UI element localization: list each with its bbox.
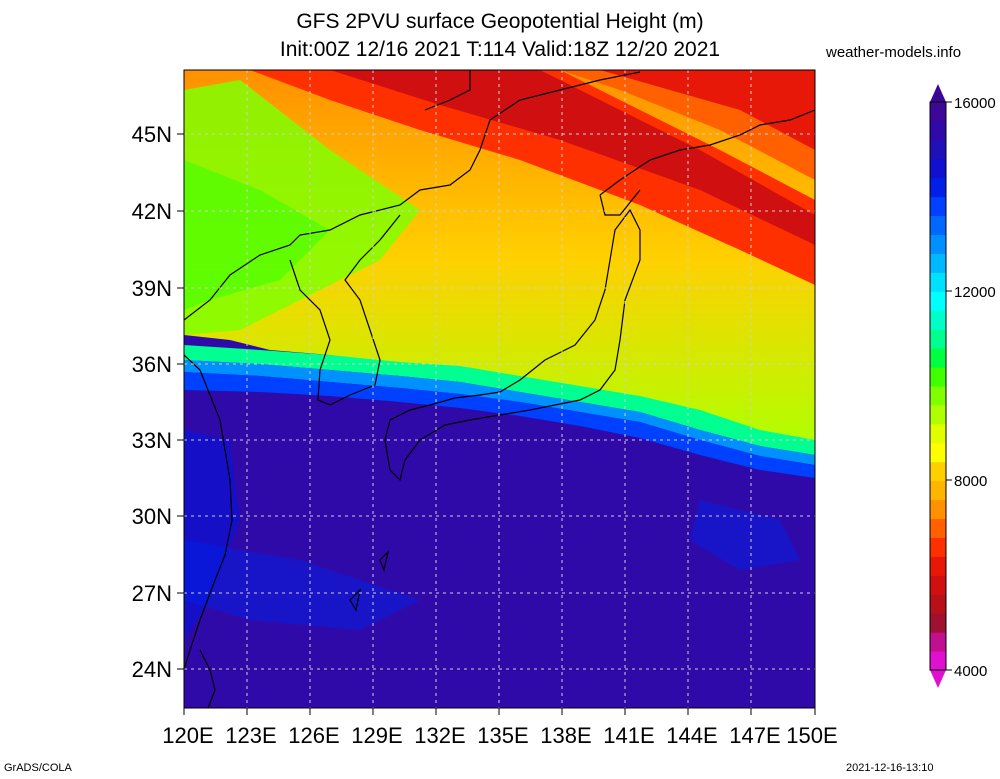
colorbar-cell [930, 291, 946, 311]
colorbar-label: 16000 [954, 95, 996, 112]
lon-label: 147E [729, 723, 780, 748]
footer-right: 2021-12-16-13:10 [846, 762, 934, 774]
colorbar-cell [930, 139, 946, 160]
colorbar-cell [930, 310, 946, 330]
lon-label: 120E [162, 723, 213, 748]
site-label: weather-models.info [826, 44, 962, 61]
colorbar-cell [930, 102, 946, 122]
colorbar-cell [930, 556, 946, 576]
colorbar-cell [930, 537, 946, 557]
lat-label: 33N [132, 428, 172, 453]
lon-label: 126E [288, 723, 339, 748]
colorbar-frame [929, 101, 947, 671]
grid-lines [184, 70, 815, 708]
lon-label: 123E [225, 723, 276, 748]
lat-label: 24N [132, 657, 172, 682]
lon-label: 132E [414, 723, 465, 748]
axis-ticks [177, 133, 816, 715]
lat-label: 30N [132, 504, 172, 529]
colorbar-top-arrow [930, 84, 946, 102]
lon-label: 141E [603, 723, 654, 748]
colorbar-cell [930, 367, 946, 387]
colorbar-cell [930, 518, 946, 538]
lon-label: 129E [351, 723, 402, 748]
colorbar-cell [930, 158, 946, 179]
colorbar-cell [930, 651, 946, 671]
colorbar-cell [930, 215, 946, 236]
colorbar-label: 8000 [954, 473, 987, 490]
lat-label: 42N [132, 199, 172, 224]
colorbar-cell [930, 348, 946, 368]
colorbar-cell [930, 594, 946, 614]
colorbar-cell [930, 461, 946, 482]
colorbar-cell [930, 177, 946, 198]
colorbar-cell [930, 404, 946, 425]
colorbar-bottom-arrow [930, 670, 946, 688]
colorbar-cell [930, 613, 946, 633]
height-field [184, 70, 815, 708]
colorbar-cell [930, 120, 946, 141]
colorbar-cell [930, 480, 946, 501]
lat-label: 45N [132, 122, 172, 147]
colorbar-cell [930, 253, 946, 273]
lat-label: 39N [132, 276, 172, 301]
footer-left: GrADS/COLA [4, 762, 72, 774]
colorbar: 16000 12000 8000 4000 [929, 84, 996, 688]
colorbar-cell [930, 499, 946, 520]
colorbar-label: 12000 [954, 284, 996, 301]
coastlines [184, 70, 815, 708]
map-subtitle: Init:00Z 12/16 2021 T:114 Valid:18Z 12/2… [279, 38, 721, 61]
colorbar-cell [930, 386, 946, 406]
colorbar-cell [930, 442, 946, 463]
lon-label: 135E [477, 723, 528, 748]
colorbar-cell [930, 575, 946, 595]
colorbar-label: 4000 [954, 663, 987, 680]
lon-label: 150E [786, 723, 837, 748]
lon-label: 144E [666, 723, 717, 748]
colorbar-cell [930, 272, 946, 292]
colorbar-cells [930, 102, 946, 671]
map-title: GFS 2PVU surface Geopotential Height (m) [296, 10, 704, 33]
lon-label: 138E [540, 723, 591, 748]
lat-label: 36N [132, 352, 172, 377]
lat-label: 27N [132, 581, 172, 606]
colorbar-cell [930, 234, 946, 254]
colorbar-cell [930, 423, 946, 444]
colorbar-cell [930, 196, 946, 217]
colorbar-cell [930, 632, 946, 652]
colorbar-cell [930, 329, 946, 349]
